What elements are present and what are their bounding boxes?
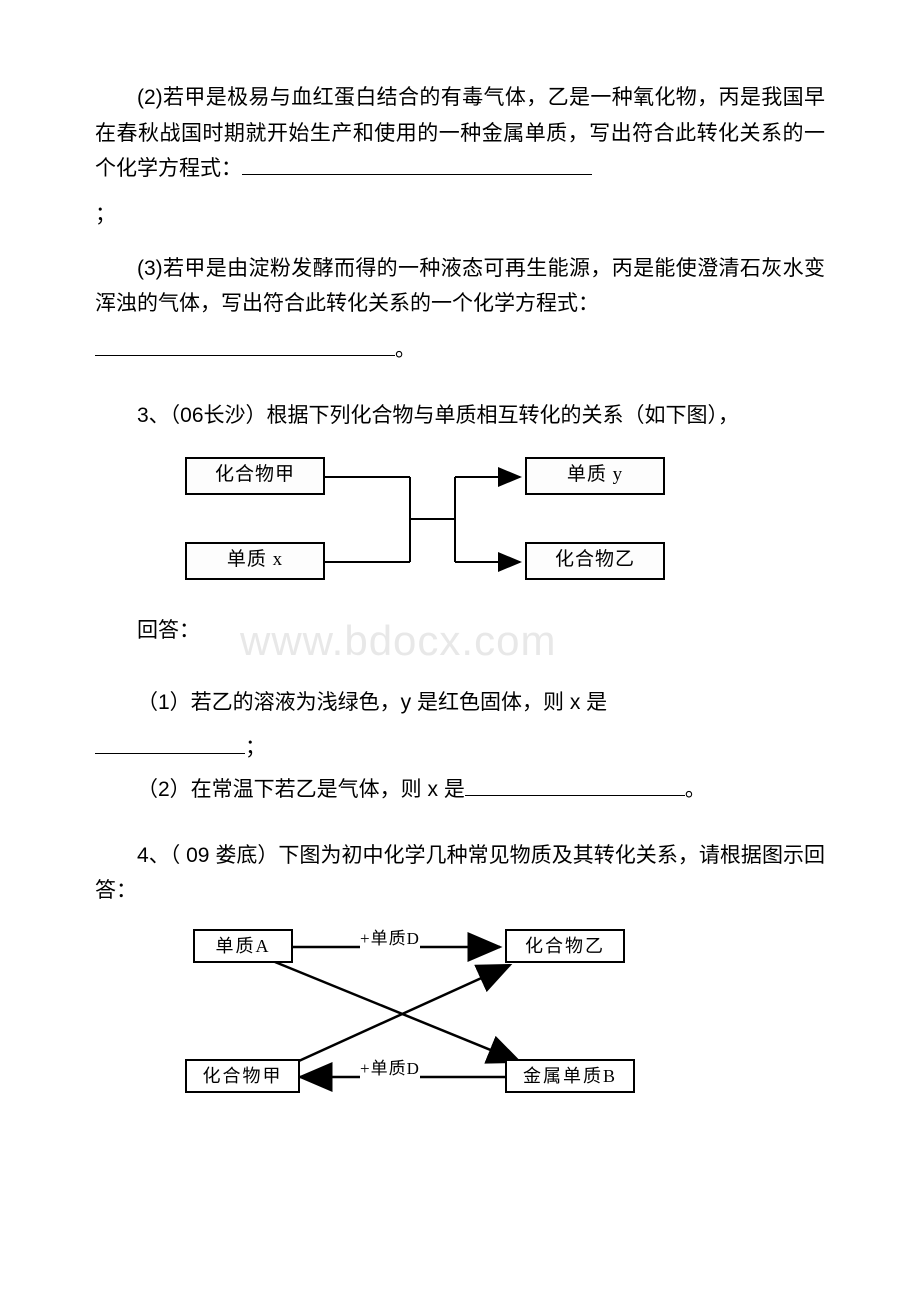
q4-edge-label-bottom: +单质D bbox=[360, 1055, 420, 1084]
q3-sub1-blank[interactable] bbox=[95, 753, 245, 754]
q2p3-blank-row: 。 bbox=[95, 332, 825, 368]
q2p3-tail: 。 bbox=[395, 338, 416, 361]
q4-box-compound-yi: 化合物乙 bbox=[505, 929, 625, 963]
q2p3-blank[interactable] bbox=[95, 355, 395, 356]
q2p2-tail: ； bbox=[95, 197, 825, 233]
q3-sub1-blank-row: ； bbox=[95, 730, 825, 766]
question-3-intro: 3、（06长沙）根据下列化合物与单质相互转化的关系（如下图）， bbox=[95, 398, 825, 434]
q4-box-compound-jia: 化合物甲 bbox=[185, 1059, 300, 1093]
question-2-part-2: (2)若甲是极易与血红蛋白结合的有毒气体，乙是一种氧化物，丙是我国早在春秋战国时… bbox=[95, 80, 825, 187]
q4-diagram: 单质A 化合物乙 化合物甲 金属单质B +单质D +单质D bbox=[175, 917, 655, 1107]
q3-sub1: （1）若乙的溶液为浅绿色，y 是红色固体，则 x 是 bbox=[95, 685, 825, 721]
q3-sub2-tail: 。 bbox=[685, 778, 706, 801]
q4-box-element-a: 单质A bbox=[193, 929, 293, 963]
q3-answer-label: 回答： bbox=[95, 613, 200, 649]
q3-sub2-blank[interactable] bbox=[465, 795, 685, 796]
question-2-part-3: (3)若甲是由淀粉发酵而得的一种液态可再生能源，丙是能使澄清石灰水变浑浊的气体，… bbox=[95, 251, 825, 322]
q4-edge-label-top: +单质D bbox=[360, 925, 420, 954]
q3-sub2-text: （2）在常温下若乙是气体，则 x 是 bbox=[137, 778, 465, 801]
watermark: www.bdocx.com bbox=[240, 605, 556, 676]
q3-box-element-x: 单质 x bbox=[185, 542, 325, 580]
q2p2-text: (2)若甲是极易与血红蛋白结合的有毒气体，乙是一种氧化物，丙是我国早在春秋战国时… bbox=[95, 86, 825, 180]
q3-sub1-tail: ； bbox=[245, 736, 266, 759]
q3-box-compound-a: 化合物甲 bbox=[185, 457, 325, 495]
q3-diagram: 化合物甲 单质 x 单质 y 化合物乙 bbox=[175, 442, 825, 597]
q3-box-element-y: 单质 y bbox=[525, 457, 665, 495]
question-4-intro: 4、（ 09 娄底）下图为初中化学几种常见物质及其转化关系，请根据图示回答： bbox=[95, 838, 825, 909]
q3-sub1-text: （1）若乙的溶液为浅绿色，y 是红色固体，则 x 是 bbox=[137, 691, 607, 714]
q3-box-compound-b: 化合物乙 bbox=[525, 542, 665, 580]
q3-sub2: （2）在常温下若乙是气体，则 x 是 。 bbox=[95, 772, 825, 808]
q2p3-text: (3)若甲是由淀粉发酵而得的一种液态可再生能源，丙是能使澄清石灰水变浑浊的气体，… bbox=[95, 257, 825, 316]
q4-box-metal-b: 金属单质B bbox=[505, 1059, 635, 1093]
q2p2-blank[interactable] bbox=[242, 174, 592, 175]
